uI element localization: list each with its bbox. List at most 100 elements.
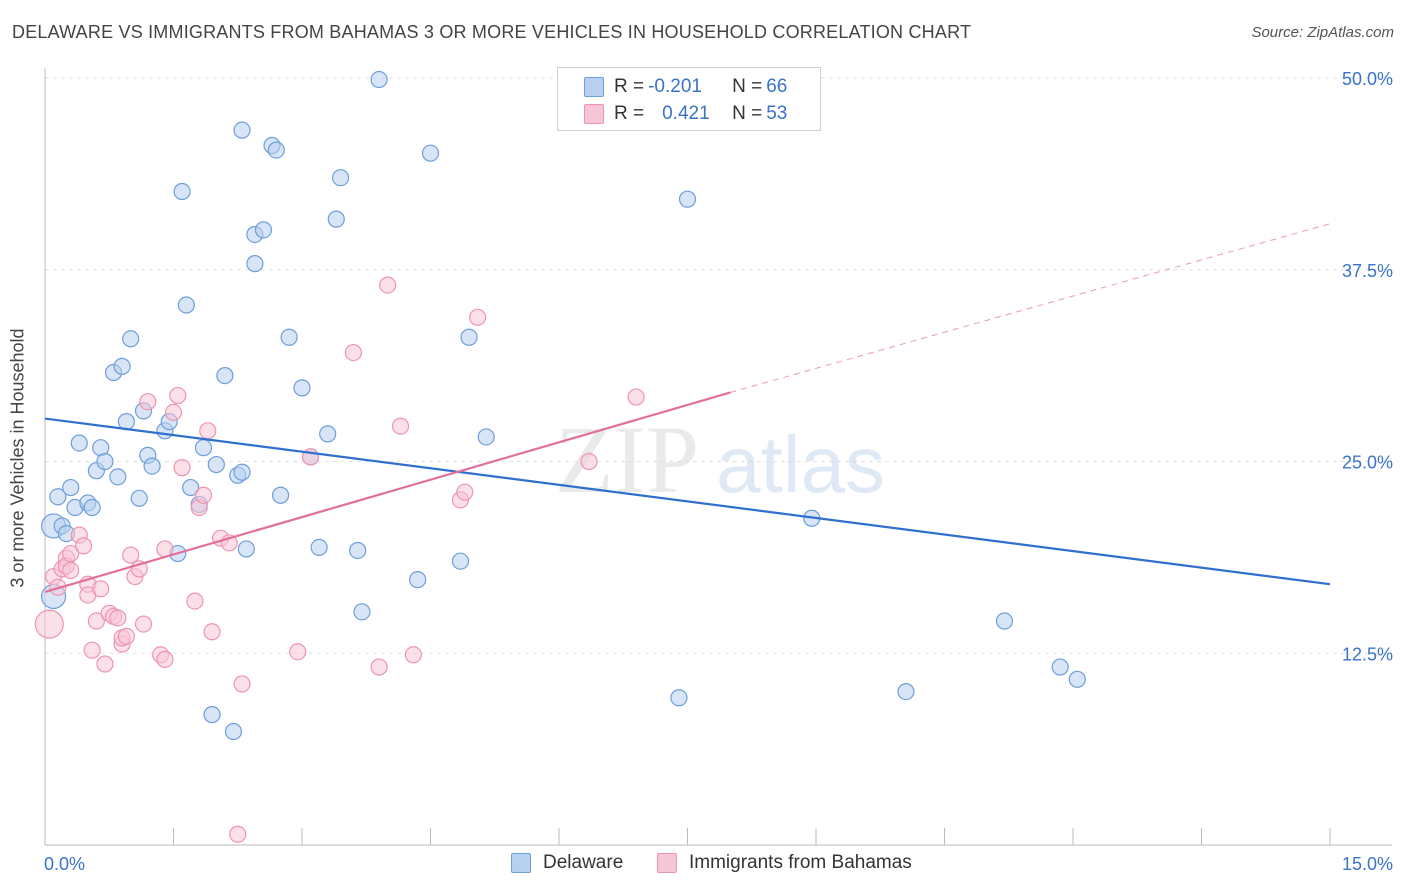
data-point-delaware: [897, 682, 915, 701]
trend-lines: [44, 223, 1331, 593]
data-point-bahamas: [164, 403, 183, 422]
data-point-delaware: [421, 144, 440, 162]
data-point-bahamas: [469, 308, 487, 326]
data-point-delaware: [1051, 658, 1069, 676]
data-point-bahamas: [289, 643, 307, 661]
x-tick-label-max: 15.0%: [1342, 854, 1393, 874]
data-point-bahamas: [379, 276, 397, 294]
data-point-delaware: [271, 486, 290, 504]
data-point-bahamas: [370, 658, 388, 676]
data-point-delaware: [233, 121, 251, 139]
data-point-delaware: [207, 455, 225, 474]
data-point-bahamas: [74, 537, 93, 555]
data-point-delaware: [349, 541, 367, 560]
data-point-delaware: [224, 722, 243, 741]
data-point-delaware: [182, 478, 200, 497]
x-tick-label-min: 0.0%: [44, 854, 85, 874]
data-point-delaware: [130, 489, 148, 507]
legend-swatch-delaware: [511, 853, 531, 873]
legend-swatch-bahamas: [584, 104, 604, 124]
trend-line-bahamas-extension: [730, 223, 1331, 393]
data-point-delaware: [310, 538, 328, 557]
data-point-delaware: [216, 366, 234, 385]
legend-r-value: 0.421: [662, 103, 710, 124]
data-point-bahamas: [156, 650, 174, 668]
y-axis-label: 3 or more Vehicles in Household: [7, 328, 28, 588]
legend-label-delaware: Delaware: [543, 852, 624, 873]
data-point-delaware: [109, 468, 127, 486]
y-tick-label: 50.0%: [1342, 69, 1393, 89]
trend-line-delaware: [44, 417, 1331, 586]
data-point-delaware: [194, 439, 213, 457]
data-point-delaware: [370, 70, 388, 89]
data-point-delaware: [143, 457, 161, 475]
legend-swatch-bahamas: [657, 853, 677, 873]
data-point-delaware: [1068, 670, 1086, 688]
data-point-delaware: [237, 540, 255, 558]
chart-title: DELAWARE VS IMMIGRANTS FROM BAHAMAS 3 OR…: [12, 22, 972, 42]
data-point-bahamas: [233, 675, 251, 693]
legend-r-label: R =: [614, 76, 645, 97]
data-point-delaware: [327, 210, 345, 228]
data-point-delaware: [233, 463, 251, 481]
data-point-bahamas: [391, 417, 410, 435]
data-point-bahamas: [229, 825, 247, 843]
watermark: ZIP atlas: [555, 406, 885, 513]
data-point-bahamas: [87, 612, 106, 630]
legend-swatch-delaware: [584, 77, 604, 97]
data-point-delaware: [353, 603, 371, 621]
data-point-bahamas: [109, 609, 127, 627]
data-point-delaware: [173, 182, 191, 201]
watermark-atlas: atlas: [716, 420, 885, 509]
data-point-delaware: [83, 498, 101, 517]
data-point-bahamas: [83, 641, 101, 659]
data-point-bahamas: [92, 580, 110, 598]
data-point-bahamas: [173, 459, 191, 477]
legend-r-value: -0.201: [648, 76, 702, 97]
data-point-bahamas: [134, 615, 153, 633]
data-point-bahamas: [34, 609, 64, 639]
legend-item-delaware: Delaware: [511, 852, 623, 874]
data-point-delaware: [62, 478, 80, 497]
source-label: Source: ZipAtlas.com: [1251, 24, 1394, 41]
data-point-bahamas: [456, 483, 474, 501]
data-point-delaware: [293, 379, 311, 397]
data-point-delaware: [460, 328, 478, 346]
legend-r-label: R =: [614, 103, 645, 124]
data-point-delaware: [122, 330, 140, 348]
tick-labels: 12.5% 25.0% 37.5% 50.0% 0.0% 15.0%: [44, 69, 1393, 874]
y-tick-label: 12.5%: [1342, 644, 1393, 664]
legend-n-label: N =: [732, 76, 763, 97]
watermark-zip: ZIP: [555, 406, 699, 513]
data-point-delaware: [203, 706, 221, 724]
legend-n-value: 66: [766, 76, 788, 97]
data-point-delaware: [49, 488, 67, 506]
y-tick-label: 25.0%: [1342, 453, 1393, 473]
data-point-bahamas: [344, 343, 362, 362]
data-point-delaware: [678, 190, 697, 208]
data-point-delaware: [113, 357, 131, 375]
data-point-bahamas: [62, 544, 80, 563]
data-point-bahamas: [122, 546, 140, 564]
data-point-bahamas: [404, 646, 422, 664]
correlation-legend: R = -0.201 N = 66 R = 0.421 N = 53: [557, 67, 821, 131]
data-point-bahamas: [186, 592, 204, 610]
data-point-delaware: [477, 428, 495, 446]
data-point-bahamas: [139, 393, 157, 411]
data-point-delaware: [177, 296, 195, 314]
legend-row-delaware: R = -0.201 N = 66: [584, 74, 787, 100]
data-point-delaware: [409, 571, 427, 589]
data-point-bahamas: [580, 452, 598, 471]
data-point-delaware: [319, 425, 337, 443]
data-point-bahamas: [117, 627, 135, 645]
data-point-delaware: [995, 612, 1014, 630]
series-bahamas-points: [34, 276, 645, 843]
data-point-delaware: [451, 552, 470, 570]
data-point-delaware: [254, 221, 273, 239]
legend-item-bahamas: Immigrants from Bahamas: [657, 852, 912, 874]
data-point-delaware: [96, 452, 114, 471]
data-point-delaware: [670, 689, 688, 707]
series-legend: Delaware Immigrants from Bahamas: [0, 852, 1406, 878]
data-point-delaware: [280, 328, 298, 346]
